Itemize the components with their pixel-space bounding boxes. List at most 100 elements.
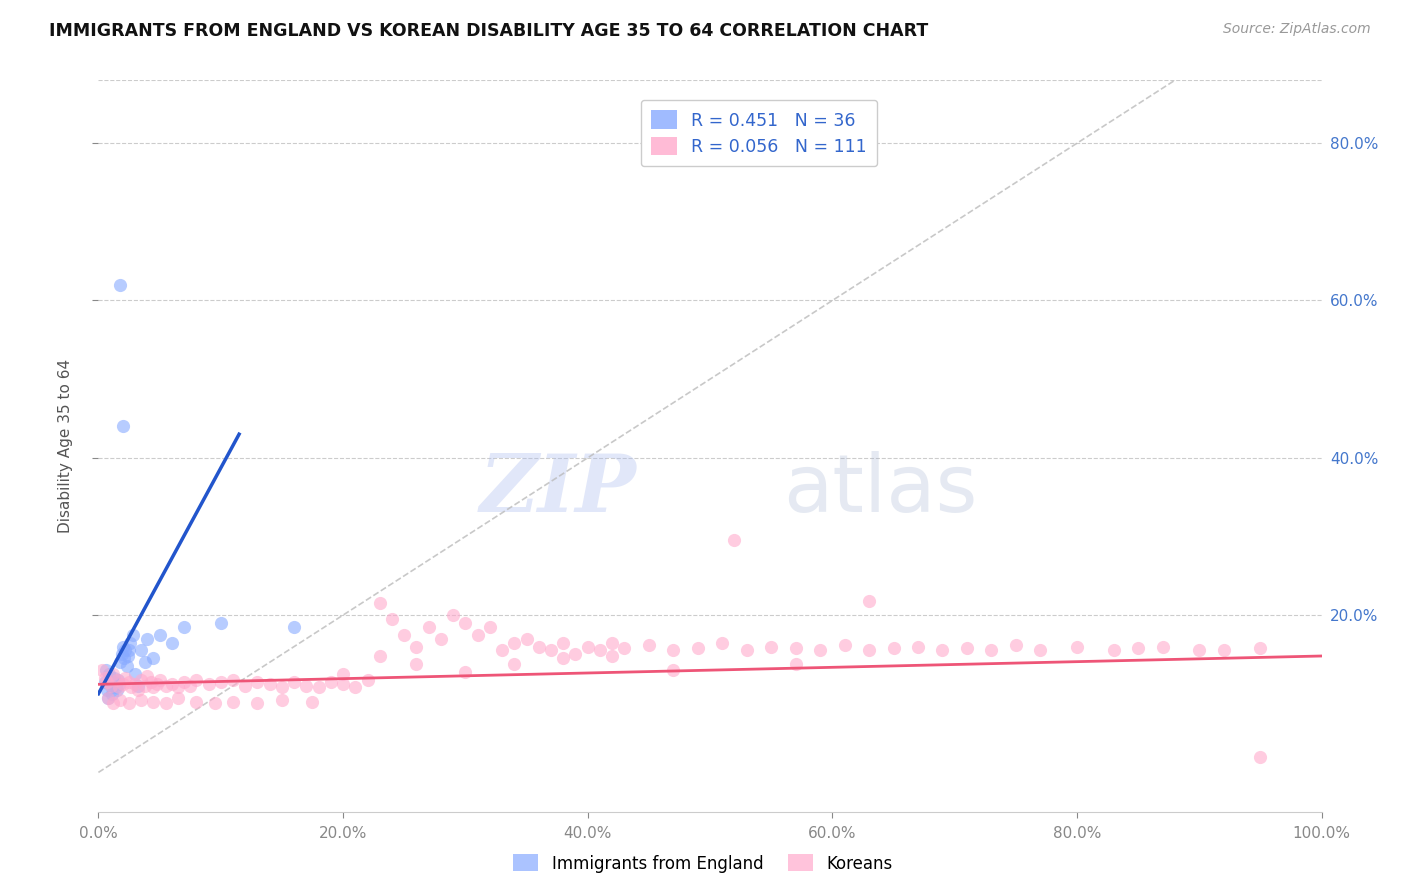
Point [858,643,880,657]
Point [808,643,831,657]
Point [129,643,152,657]
Point [381,612,404,626]
Point [1152,640,1174,654]
Point [96,675,118,690]
Point [142,695,165,709]
Point [600,648,623,663]
Point [97,690,120,705]
Point [142,651,165,665]
Point [104,681,127,695]
Point [93,671,115,685]
Point [129,693,152,707]
Point [146,677,169,691]
Point [139,675,162,690]
Point [103,671,125,685]
Point [1128,641,1150,656]
Point [127,679,149,693]
Point [723,533,745,548]
Point [112,651,135,665]
Point [93,675,115,690]
Point [114,671,136,685]
Point [101,675,124,690]
Point [1029,643,1052,657]
Point [136,632,159,646]
Point [118,675,141,690]
Point [319,675,342,690]
Text: Source: ZipAtlas.com: Source: ZipAtlas.com [1223,22,1371,37]
Point [270,693,294,707]
Point [111,677,134,691]
Point [114,643,136,657]
Point [600,635,623,649]
Point [101,696,124,710]
Point [858,594,880,608]
Point [503,635,526,649]
Point [134,679,156,693]
Point [686,641,709,656]
Point [222,695,245,709]
Point [124,677,146,691]
Point [246,675,269,690]
Point [124,667,146,681]
Point [108,677,131,691]
Point [980,643,1002,657]
Point [167,690,190,705]
Point [711,635,734,649]
Point [186,695,208,709]
Point [418,620,440,634]
Point [931,643,953,657]
Point [735,643,758,657]
Point [155,696,177,710]
Point [246,696,269,710]
Point [515,632,537,646]
Point [222,673,245,687]
Point [105,673,128,687]
Point [111,648,134,662]
Point [110,693,132,707]
Legend: R = 0.451   N = 36, R = 0.056   N = 111: R = 0.451 N = 36, R = 0.056 N = 111 [641,100,877,166]
Point [173,675,195,690]
Point [204,696,226,710]
Point [101,687,124,701]
Point [785,657,807,671]
Point [883,641,905,656]
Point [1004,638,1026,652]
Point [98,667,121,681]
Point [454,665,477,679]
Point [368,596,391,610]
Point [173,620,195,634]
Point [576,640,599,654]
Point [160,677,183,691]
Point [283,620,305,634]
Point [209,675,232,690]
Point [478,620,501,634]
Point [108,681,131,695]
Point [295,679,318,693]
Point [441,608,464,623]
Point [637,638,661,652]
Legend: Immigrants from England, Koreans: Immigrants from England, Koreans [506,847,900,880]
Text: ZIP: ZIP [479,451,637,529]
Point [115,659,138,673]
Point [160,635,183,649]
Point [233,679,256,693]
Point [356,673,378,687]
Point [1212,643,1234,657]
Point [136,669,159,683]
Text: IMMIGRANTS FROM ENGLAND VS KOREAN DISABILITY AGE 35 TO 64 CORRELATION CHART: IMMIGRANTS FROM ENGLAND VS KOREAN DISABI… [49,22,928,40]
Point [613,641,636,656]
Point [179,679,201,693]
Point [1249,749,1271,764]
Point [197,677,219,691]
Point [118,643,141,657]
Point [540,643,562,657]
Point [97,690,120,705]
Point [332,677,354,691]
Point [956,641,979,656]
Point [503,657,526,671]
Point [1188,643,1211,657]
Point [127,682,149,697]
Point [1066,640,1088,654]
Point [405,657,427,671]
Point [662,663,685,677]
